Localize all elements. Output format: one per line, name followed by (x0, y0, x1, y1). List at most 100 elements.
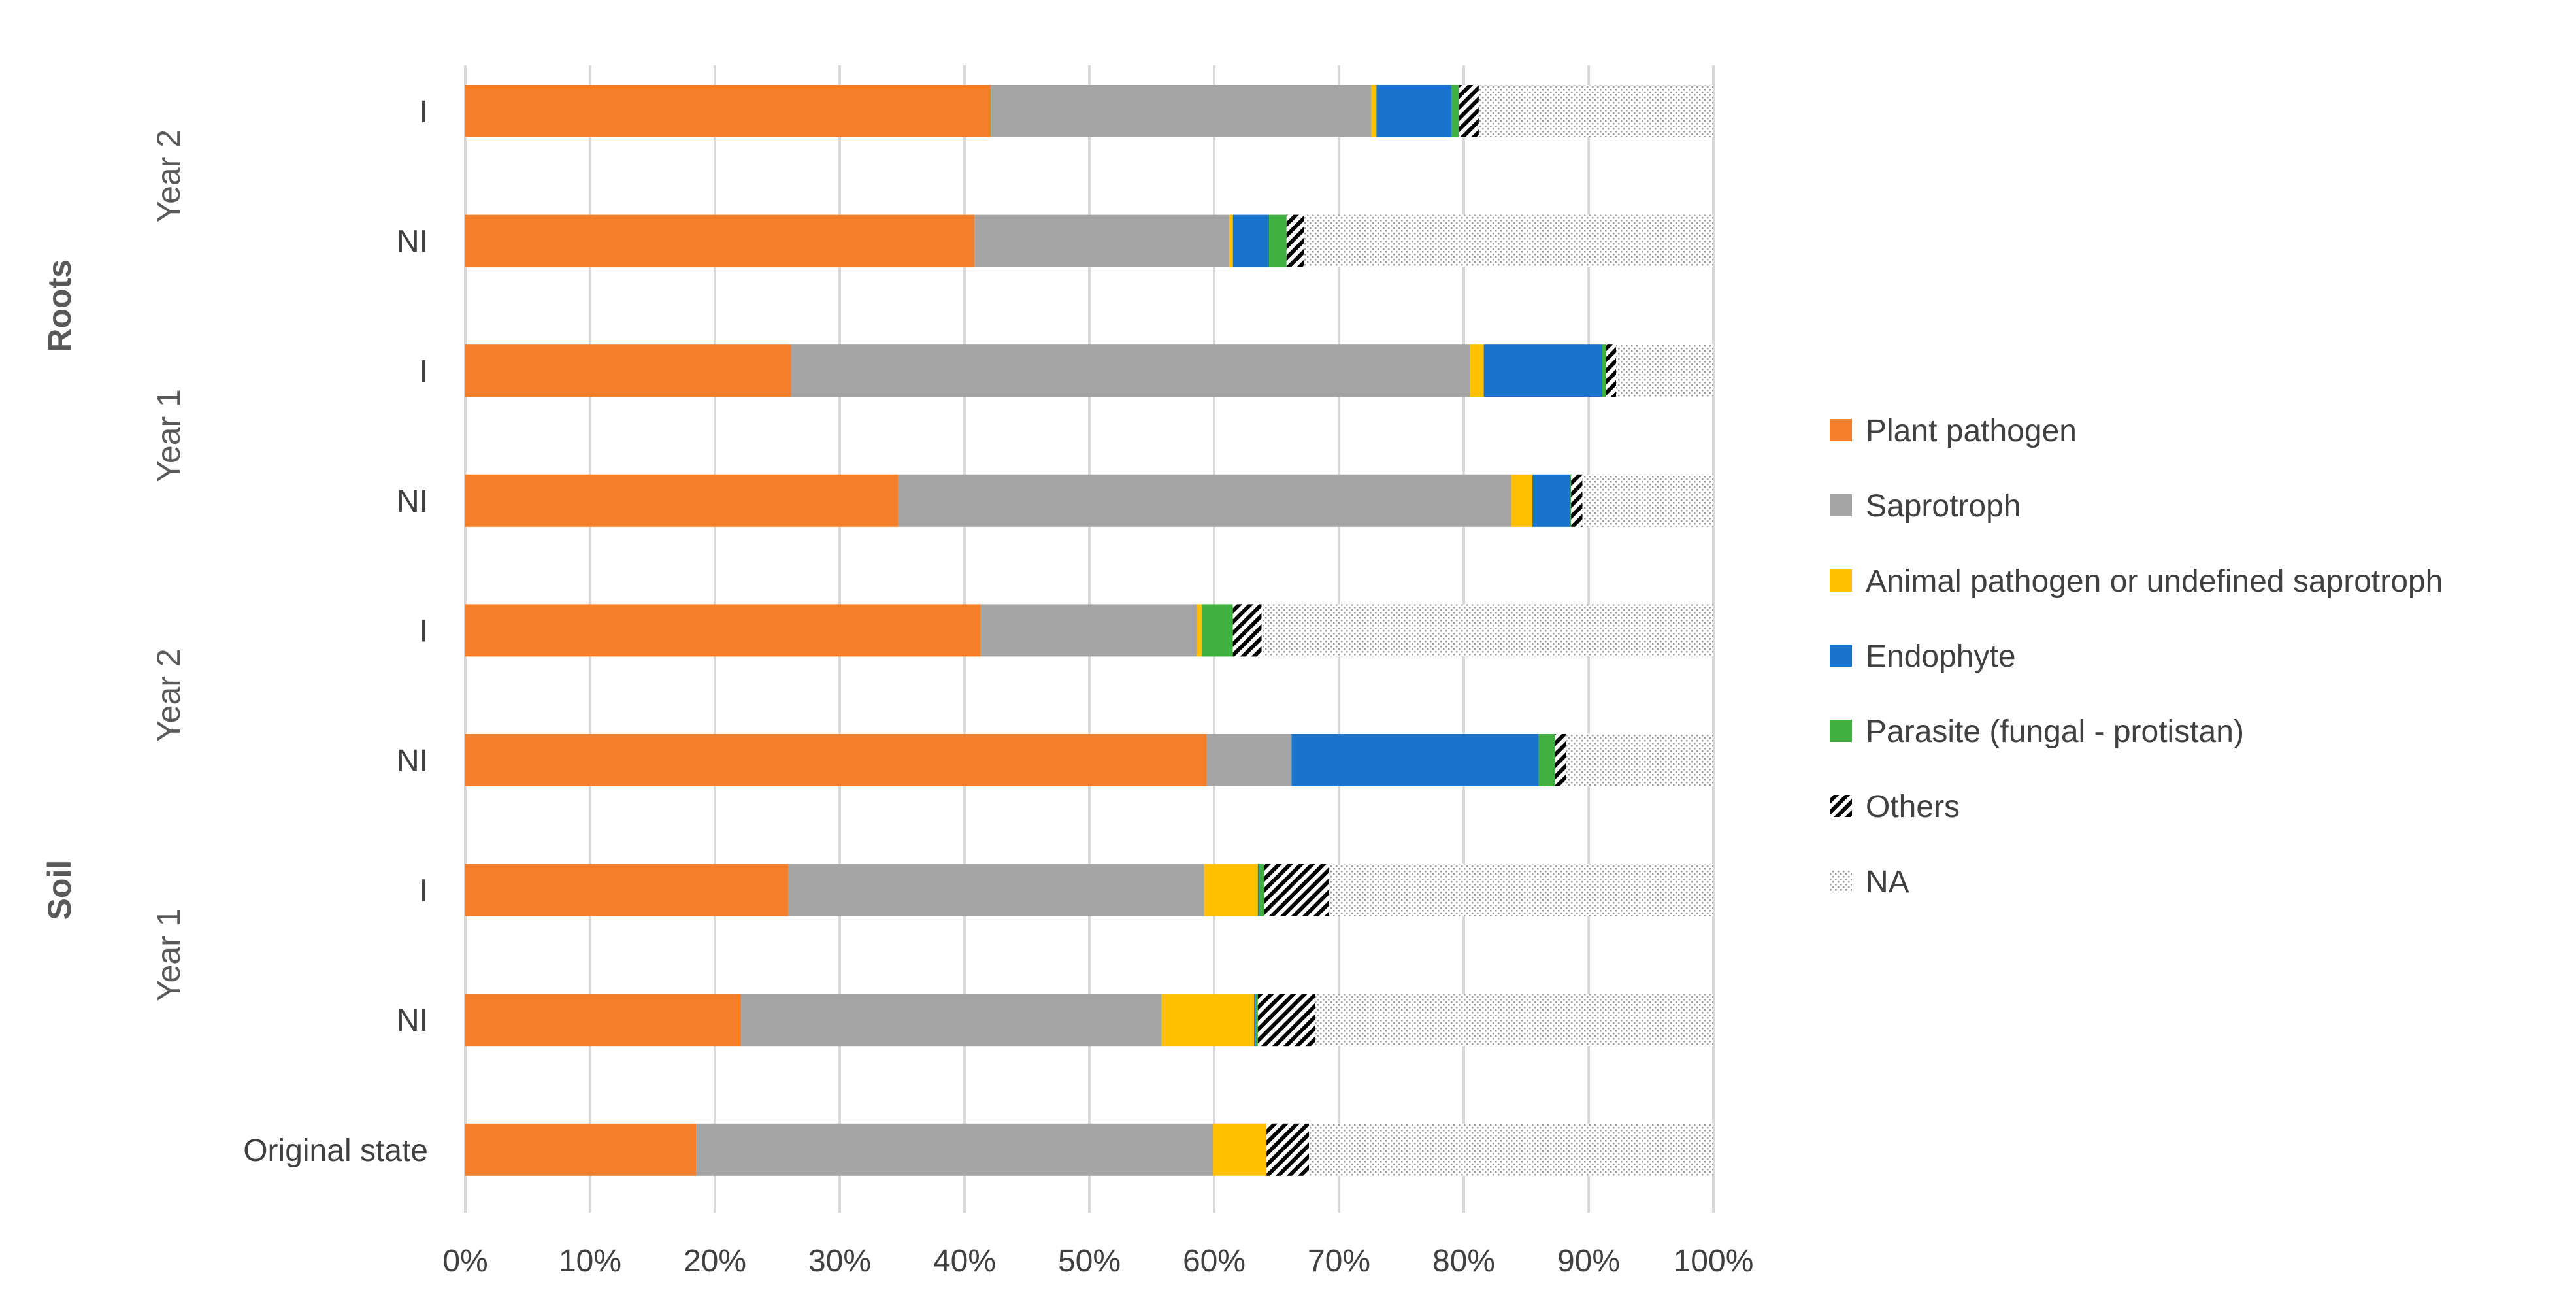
bar-segment-saprotroph (974, 214, 1229, 267)
bar-segment-na (1329, 864, 1713, 916)
legend-swatch-animal-pathogen-or-undefined-saprotroph (1830, 569, 1852, 592)
group-label: Year 2 (150, 129, 187, 223)
bar-segment-plant-pathogen (465, 214, 975, 267)
bar-segment-animal-pathogen-or-undefined-saprotroph (1229, 214, 1233, 267)
category-label: NI (397, 225, 428, 260)
legend-swatch-na (1830, 870, 1852, 892)
category-label: NI (397, 1003, 428, 1038)
group-label: Year 1 (150, 909, 187, 1002)
bar-segment-na (1315, 994, 1713, 1047)
bar-segment-others (1266, 1123, 1310, 1176)
bar-segment-saprotroph (1206, 734, 1292, 786)
category-label: I (420, 95, 428, 129)
bar-segment-plant-pathogen (465, 734, 1207, 786)
x-tick-label: 10% (559, 1244, 621, 1279)
bar-segment-na (1582, 474, 1713, 527)
legend-label: NA (1866, 865, 1909, 899)
group-labels: Year 2 Year 1 Year 2 Year 1 (150, 129, 187, 1001)
bar-segment-na (1304, 214, 1713, 267)
x-tick-label: 40% (933, 1244, 996, 1279)
group-label: Year 2 (150, 648, 187, 742)
bar-segment-animal-pathogen-or-undefined-saprotroph (1197, 604, 1202, 657)
bar-segment-parasite-fungal-protistan (1570, 474, 1572, 527)
legend-swatch-others (1830, 795, 1852, 817)
bar-segment-saprotroph (991, 85, 1372, 137)
x-tick-label: 50% (1058, 1244, 1121, 1279)
bar-segment-animal-pathogen-or-undefined-saprotroph (1161, 994, 1255, 1047)
bar-segment-parasite-fungal-protistan (1259, 864, 1264, 916)
bar-segment-animal-pathogen-or-undefined-saprotroph (1470, 344, 1484, 397)
bar-segment-others (1459, 85, 1479, 137)
category-label: Original state (243, 1133, 428, 1168)
bar-segment-saprotroph (696, 1123, 1214, 1176)
bar-segment-endophyte (1232, 214, 1270, 267)
bar-segment-na (1566, 734, 1713, 786)
outer-group-label: Soil (41, 860, 78, 920)
bar-segment-animal-pathogen-or-undefined-saprotroph (1371, 85, 1377, 137)
bar-segment-na (1616, 344, 1713, 397)
legend-label: Others (1866, 790, 1960, 824)
bar-segment-na (1261, 604, 1713, 657)
category-label: NI (397, 484, 428, 519)
bar-segment-parasite-fungal-protistan (1255, 994, 1258, 1047)
bar-segment-na (1478, 85, 1713, 137)
bar-segment-others (1286, 214, 1304, 267)
bar-segment-endophyte (1376, 85, 1451, 137)
bar-segment-parasite-fungal-protistan (1602, 344, 1606, 397)
x-tick-label: 60% (1183, 1244, 1246, 1279)
bar-segment-saprotroph (788, 864, 1204, 916)
bar-segment-others (1264, 864, 1329, 916)
x-tick-label: 80% (1432, 1244, 1495, 1279)
category-label: NI (397, 744, 428, 779)
category-label: I (420, 354, 428, 389)
bar-segment-plant-pathogen (465, 344, 791, 397)
outer-group-label: Roots (41, 260, 78, 352)
x-tick-label: 20% (684, 1244, 746, 1279)
bar-segment-endophyte (1257, 864, 1259, 916)
bar-segment-others (1257, 994, 1315, 1047)
bar-segment-plant-pathogen (465, 1123, 697, 1176)
legend: Plant pathogen Saprotroph Animal pathogen … (1830, 414, 2443, 899)
bar-segment-plant-pathogen (465, 864, 789, 916)
x-tick-label: 30% (808, 1244, 871, 1279)
bar-segment-na (1309, 1123, 1713, 1176)
bar-segment-saprotroph (741, 994, 1162, 1047)
bar-segment-saprotroph (980, 604, 1197, 657)
outer-group-labels: Roots Soil (41, 260, 78, 920)
bar-segment-parasite-fungal-protistan (1269, 214, 1287, 267)
bar-segment-endophyte (1254, 994, 1256, 1047)
bar-segment-plant-pathogen (465, 994, 742, 1047)
legend-label: Saprotroph (1866, 489, 2021, 524)
category-labels: I NI I NI I NI I NI Original state (243, 95, 428, 1168)
bar-segment-plant-pathogen (465, 85, 991, 137)
bar-segment-plant-pathogen (465, 604, 981, 657)
bar-segment-plant-pathogen (465, 474, 899, 527)
x-axis-tick-labels: 0% 10% 20% 30% 40% 50% 60% 70% 80% 90% 100% (442, 1244, 1753, 1279)
legend-swatch-endophyte (1830, 645, 1852, 667)
bar-segment-others (1232, 604, 1262, 657)
bar-segment-endophyte (1483, 344, 1603, 397)
x-tick-label: 0% (442, 1244, 487, 1279)
bar-segment-others (1555, 734, 1566, 786)
legend-swatch-plant-pathogen (1830, 419, 1852, 441)
legend-swatch-saprotroph (1830, 494, 1852, 516)
legend-swatch-parasite-fungal-protistan (1830, 720, 1852, 742)
legend-label: Plant pathogen (1866, 414, 2077, 448)
bar-segment-parasite-fungal-protistan (1201, 604, 1233, 657)
group-label: Year 1 (150, 389, 187, 482)
bar-segment-parasite-fungal-protistan (1451, 85, 1459, 137)
bar-segment-animal-pathogen-or-undefined-saprotroph (1511, 474, 1533, 527)
bar-segment-others (1571, 474, 1583, 527)
legend-label: Parasite (fungal - protistan) (1866, 714, 2244, 749)
bar-segment-animal-pathogen-or-undefined-saprotroph (1213, 1123, 1267, 1176)
bar-segment-endophyte (1291, 734, 1539, 786)
legend-label: Endophyte (1866, 639, 2016, 674)
x-tick-label: 70% (1308, 1244, 1370, 1279)
bar-segment-endophyte (1532, 474, 1570, 527)
category-label: I (420, 874, 428, 909)
bar-segment-parasite-fungal-protistan (1538, 734, 1555, 786)
bar-segment-others (1606, 344, 1617, 397)
x-tick-label: 90% (1557, 1244, 1620, 1279)
legend-label: Animal pathogen or undefined saprotroph (1866, 564, 2443, 599)
